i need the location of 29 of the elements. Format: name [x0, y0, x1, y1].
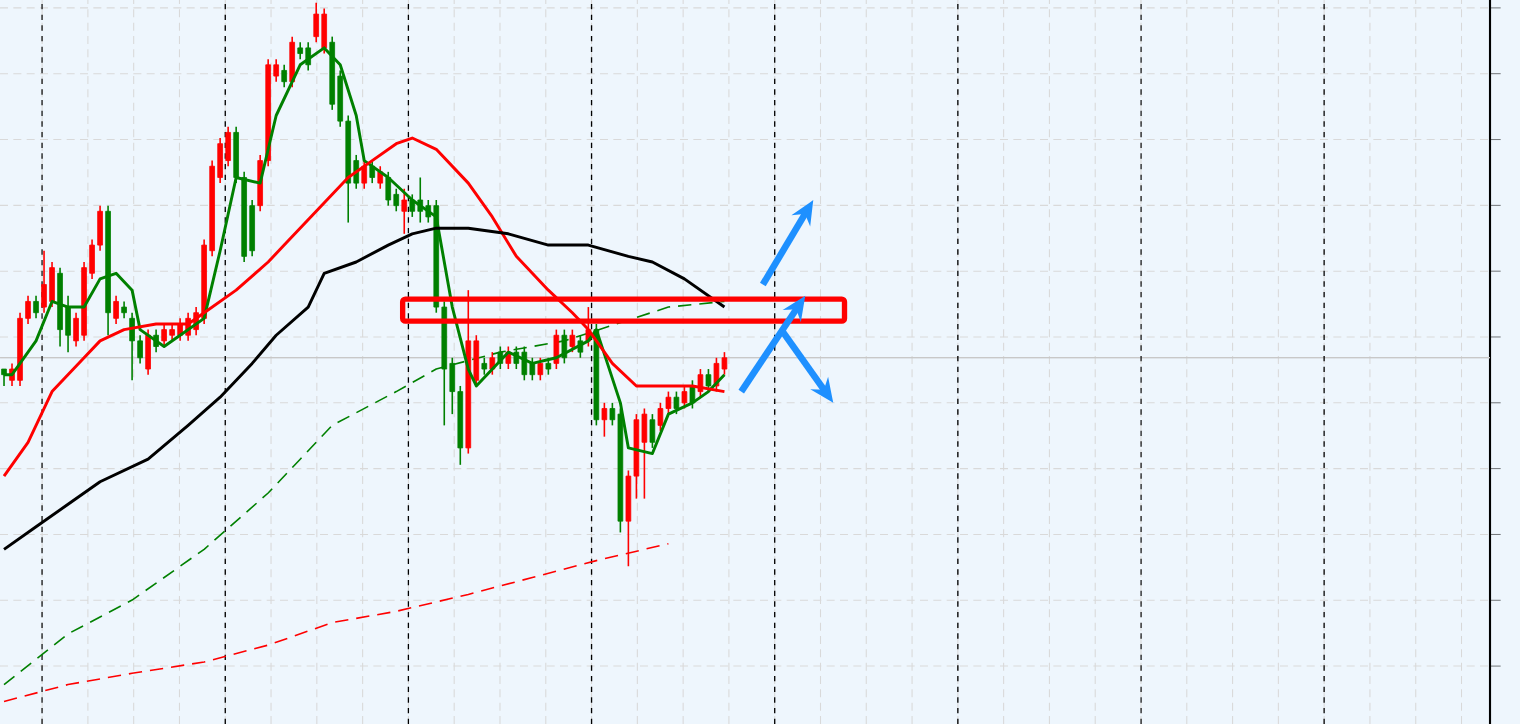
- candlestick: [41, 249, 47, 314]
- candlestick: [561, 328, 568, 365]
- candlestick: [657, 402, 664, 432]
- candlestick: [529, 356, 536, 382]
- candlestick: [641, 407, 648, 500]
- candlestick: [129, 311, 135, 382]
- candlestick: [673, 390, 680, 415]
- candlestick: [33, 295, 39, 320]
- candlestick: [145, 328, 151, 376]
- candlestick: [321, 7, 327, 55]
- candlestick: [553, 328, 560, 370]
- candlestick: [401, 187, 408, 235]
- candlestick: [521, 345, 528, 382]
- candlestick: [113, 295, 119, 325]
- candlestick: [537, 356, 544, 382]
- candlestick: [361, 159, 368, 190]
- candlestick: [281, 63, 287, 89]
- candlestick: [385, 171, 392, 207]
- candlestick: [233, 125, 239, 184]
- candlestick: [409, 193, 416, 218]
- candlestick: [601, 402, 608, 438]
- candlestick: [49, 261, 55, 308]
- candlestick: [313, 2, 319, 44]
- candlestick: [369, 159, 376, 184]
- candlestick: [377, 165, 384, 190]
- candlestick: [705, 368, 712, 393]
- candlestick: [649, 413, 656, 449]
- candlestick: [569, 328, 576, 353]
- candlestick: [697, 368, 704, 399]
